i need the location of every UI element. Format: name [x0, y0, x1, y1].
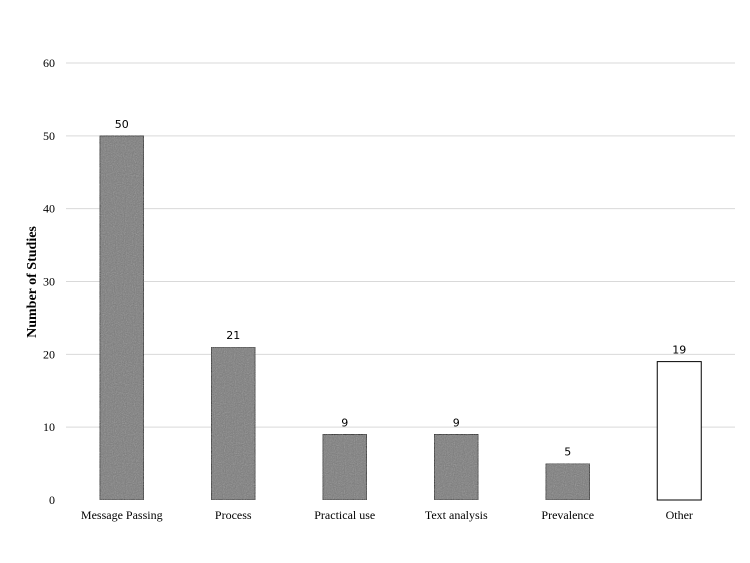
y-tick-label: 10 — [43, 420, 55, 434]
data-label: 21 — [226, 329, 240, 342]
x-axis-category-labels: Message Passing Process Practical use Text … — [81, 508, 693, 522]
x-category-label: Text analysis — [425, 508, 488, 522]
x-category-label: Message Passing — [81, 508, 163, 522]
y-axis-tick-labels: 0 10 20 30 40 50 60 — [43, 56, 55, 507]
data-label: 19 — [672, 344, 686, 357]
y-axis-title: Number of Studies — [25, 226, 40, 338]
bar — [656, 361, 702, 501]
bar — [433, 433, 479, 501]
x-category-label: Process — [215, 508, 252, 522]
data-label: 9 — [341, 416, 348, 429]
bars — [99, 135, 702, 501]
gridlines — [66, 62, 735, 428]
x-category-label: Other — [666, 508, 693, 522]
data-label: 50 — [115, 118, 129, 131]
y-tick-label: 0 — [49, 493, 55, 507]
data-label: 5 — [564, 446, 571, 459]
y-tick-label: 40 — [43, 202, 55, 216]
y-tick-label: 50 — [43, 129, 55, 143]
data-label: 9 — [453, 416, 460, 429]
bar — [99, 135, 145, 501]
x-category-label: Prevalence — [541, 508, 594, 522]
y-tick-label: 30 — [43, 275, 55, 289]
x-category-label: Practical use — [314, 508, 375, 522]
bar — [210, 346, 256, 501]
bar — [545, 463, 591, 501]
data-labels: 50 21 9 9 5 19 — [115, 118, 687, 459]
y-tick-label: 60 — [43, 56, 55, 70]
y-tick-label: 20 — [43, 347, 55, 361]
bar — [322, 433, 368, 501]
